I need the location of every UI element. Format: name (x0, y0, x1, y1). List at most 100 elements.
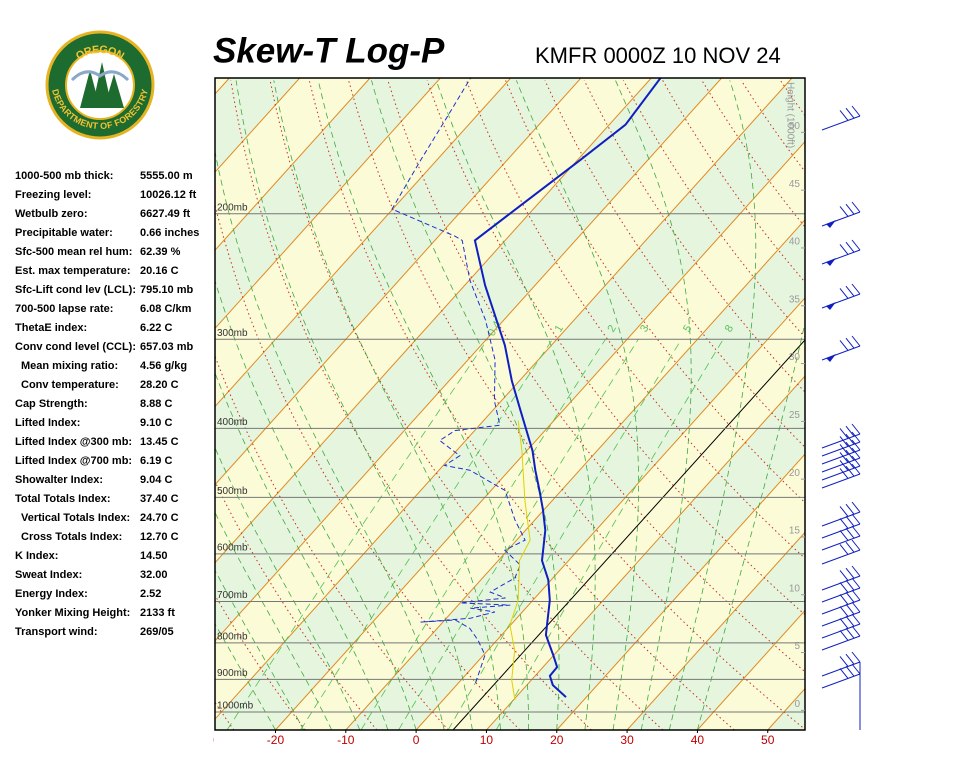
barb-feather (845, 665, 855, 677)
barb-feather (851, 601, 861, 613)
barb-staff (821, 465, 861, 481)
isotherm (486, 375, 805, 730)
profile-line (473, 78, 662, 698)
reference-line (452, 339, 805, 730)
logo-text: OREGON (74, 44, 126, 63)
indices-table: 1000-500 mb thick: 5555.00 m Freezing leve… (15, 170, 199, 638)
barb-feather (845, 465, 855, 477)
moist-adiabat (615, 80, 692, 730)
pressure-label: 300mb (217, 328, 248, 339)
barb-staff (821, 549, 861, 565)
index-label: Precipitable water: (15, 227, 113, 239)
barb-feather (839, 206, 849, 217)
index-value: 2133 ft (140, 607, 175, 619)
barb-feather (839, 110, 849, 121)
barb-feather (839, 506, 849, 517)
moist-adiabat (215, 511, 333, 730)
index-value: 32.00 (140, 569, 168, 581)
barb-flag (826, 302, 836, 310)
x-axis: -30 -20 -10 0 10 20 30 40 50 (196, 730, 775, 747)
isotherm (345, 219, 805, 730)
moist-adiabat (371, 80, 560, 730)
barb-feather (845, 603, 855, 615)
diagram-background: 0.4 1 2 3 5 8 (215, 78, 805, 730)
dry-adiabat (348, 80, 805, 730)
plot-frame (214, 77, 806, 731)
isotherm (275, 140, 805, 730)
index-label: Showalter Index: (15, 474, 103, 486)
y2-tick-label: 10 (789, 583, 801, 594)
barb-feather (851, 651, 861, 663)
y2-axis-label: Height (1000ft) (784, 82, 795, 148)
index-value: 28.20 C (140, 379, 179, 391)
barb-feather (839, 452, 849, 463)
barb-feather (845, 515, 855, 527)
barb-feather (845, 541, 855, 553)
barb-feather (851, 447, 861, 459)
index-label: Est. max temperature: (15, 265, 131, 277)
index-label: ThetaE index: (15, 322, 87, 334)
barb-flag (826, 220, 836, 228)
index-value: 0.66 inches (140, 227, 199, 239)
index-value: 37.40 C (140, 493, 179, 505)
barb-staff (821, 673, 861, 689)
moist-adiabat (215, 279, 417, 730)
index-value: 9.10 C (140, 417, 172, 429)
x-tick-label: -10 (337, 733, 355, 747)
barb-feather (839, 340, 849, 351)
barb-feather (845, 615, 855, 627)
moist-adiabat (235, 80, 473, 730)
index-value: 5555.00 m (140, 170, 193, 182)
barb-feather (839, 444, 849, 455)
barb-feather (851, 577, 861, 589)
barb-feather (839, 244, 849, 255)
pressure-label: 200mb (217, 202, 248, 213)
barb-feather (845, 203, 855, 215)
isotherm (697, 609, 805, 730)
moist-adiabat (215, 149, 445, 730)
barb-feather (839, 668, 849, 679)
moist-adiabat (516, 80, 639, 730)
barb-feather (839, 570, 849, 581)
x-tick-label: 40 (691, 733, 705, 747)
index-value: 12.70 C (140, 531, 179, 543)
pressure-label: 600mb (217, 542, 248, 553)
moist-adiabat (215, 447, 361, 730)
x-tick-label: -30 (196, 733, 214, 747)
profile-line (391, 78, 526, 683)
barb-feather (845, 457, 855, 469)
index-value: 269/05 (140, 626, 174, 638)
barb-flag (826, 258, 836, 266)
barb-feather (845, 337, 855, 349)
dry-adiabat (779, 80, 805, 117)
index-value: 24.70 C (140, 512, 179, 524)
y2-tick-label: 20 (789, 468, 801, 479)
index-value: 795.10 mb (140, 284, 193, 296)
mixing-ratio-label: 8 (723, 323, 736, 334)
index-label: K Index: (15, 550, 58, 562)
index-value: 10026.12 ft (140, 189, 197, 201)
index-label: Freezing level: (15, 189, 91, 201)
barb-feather (845, 425, 855, 437)
barb-feather (851, 513, 861, 525)
x-tick-label: 20 (550, 733, 564, 747)
barb-feather (845, 653, 855, 665)
mixing-ratio-line (300, 339, 553, 730)
dry-adiabat (230, 80, 592, 730)
barb-staff (821, 473, 861, 489)
barb-feather (839, 630, 849, 641)
barb-feather (851, 431, 861, 443)
y2-tick-label: 5 (794, 641, 800, 652)
y2-tick-label: 0 (794, 699, 800, 710)
y2-tick-label: 30 (789, 352, 801, 363)
moist-adiabat (317, 80, 529, 730)
isotherm (215, 78, 371, 251)
index-value: 14.50 (140, 550, 168, 562)
index-value: 4.56 g/kg (140, 360, 187, 372)
mixing-ratio-label: 3 (638, 323, 651, 334)
index-value: 6.22 C (140, 322, 172, 334)
index-label: Total Totals Index: (15, 493, 111, 505)
dry-adiabat (583, 80, 805, 393)
barb-feather (845, 579, 855, 591)
